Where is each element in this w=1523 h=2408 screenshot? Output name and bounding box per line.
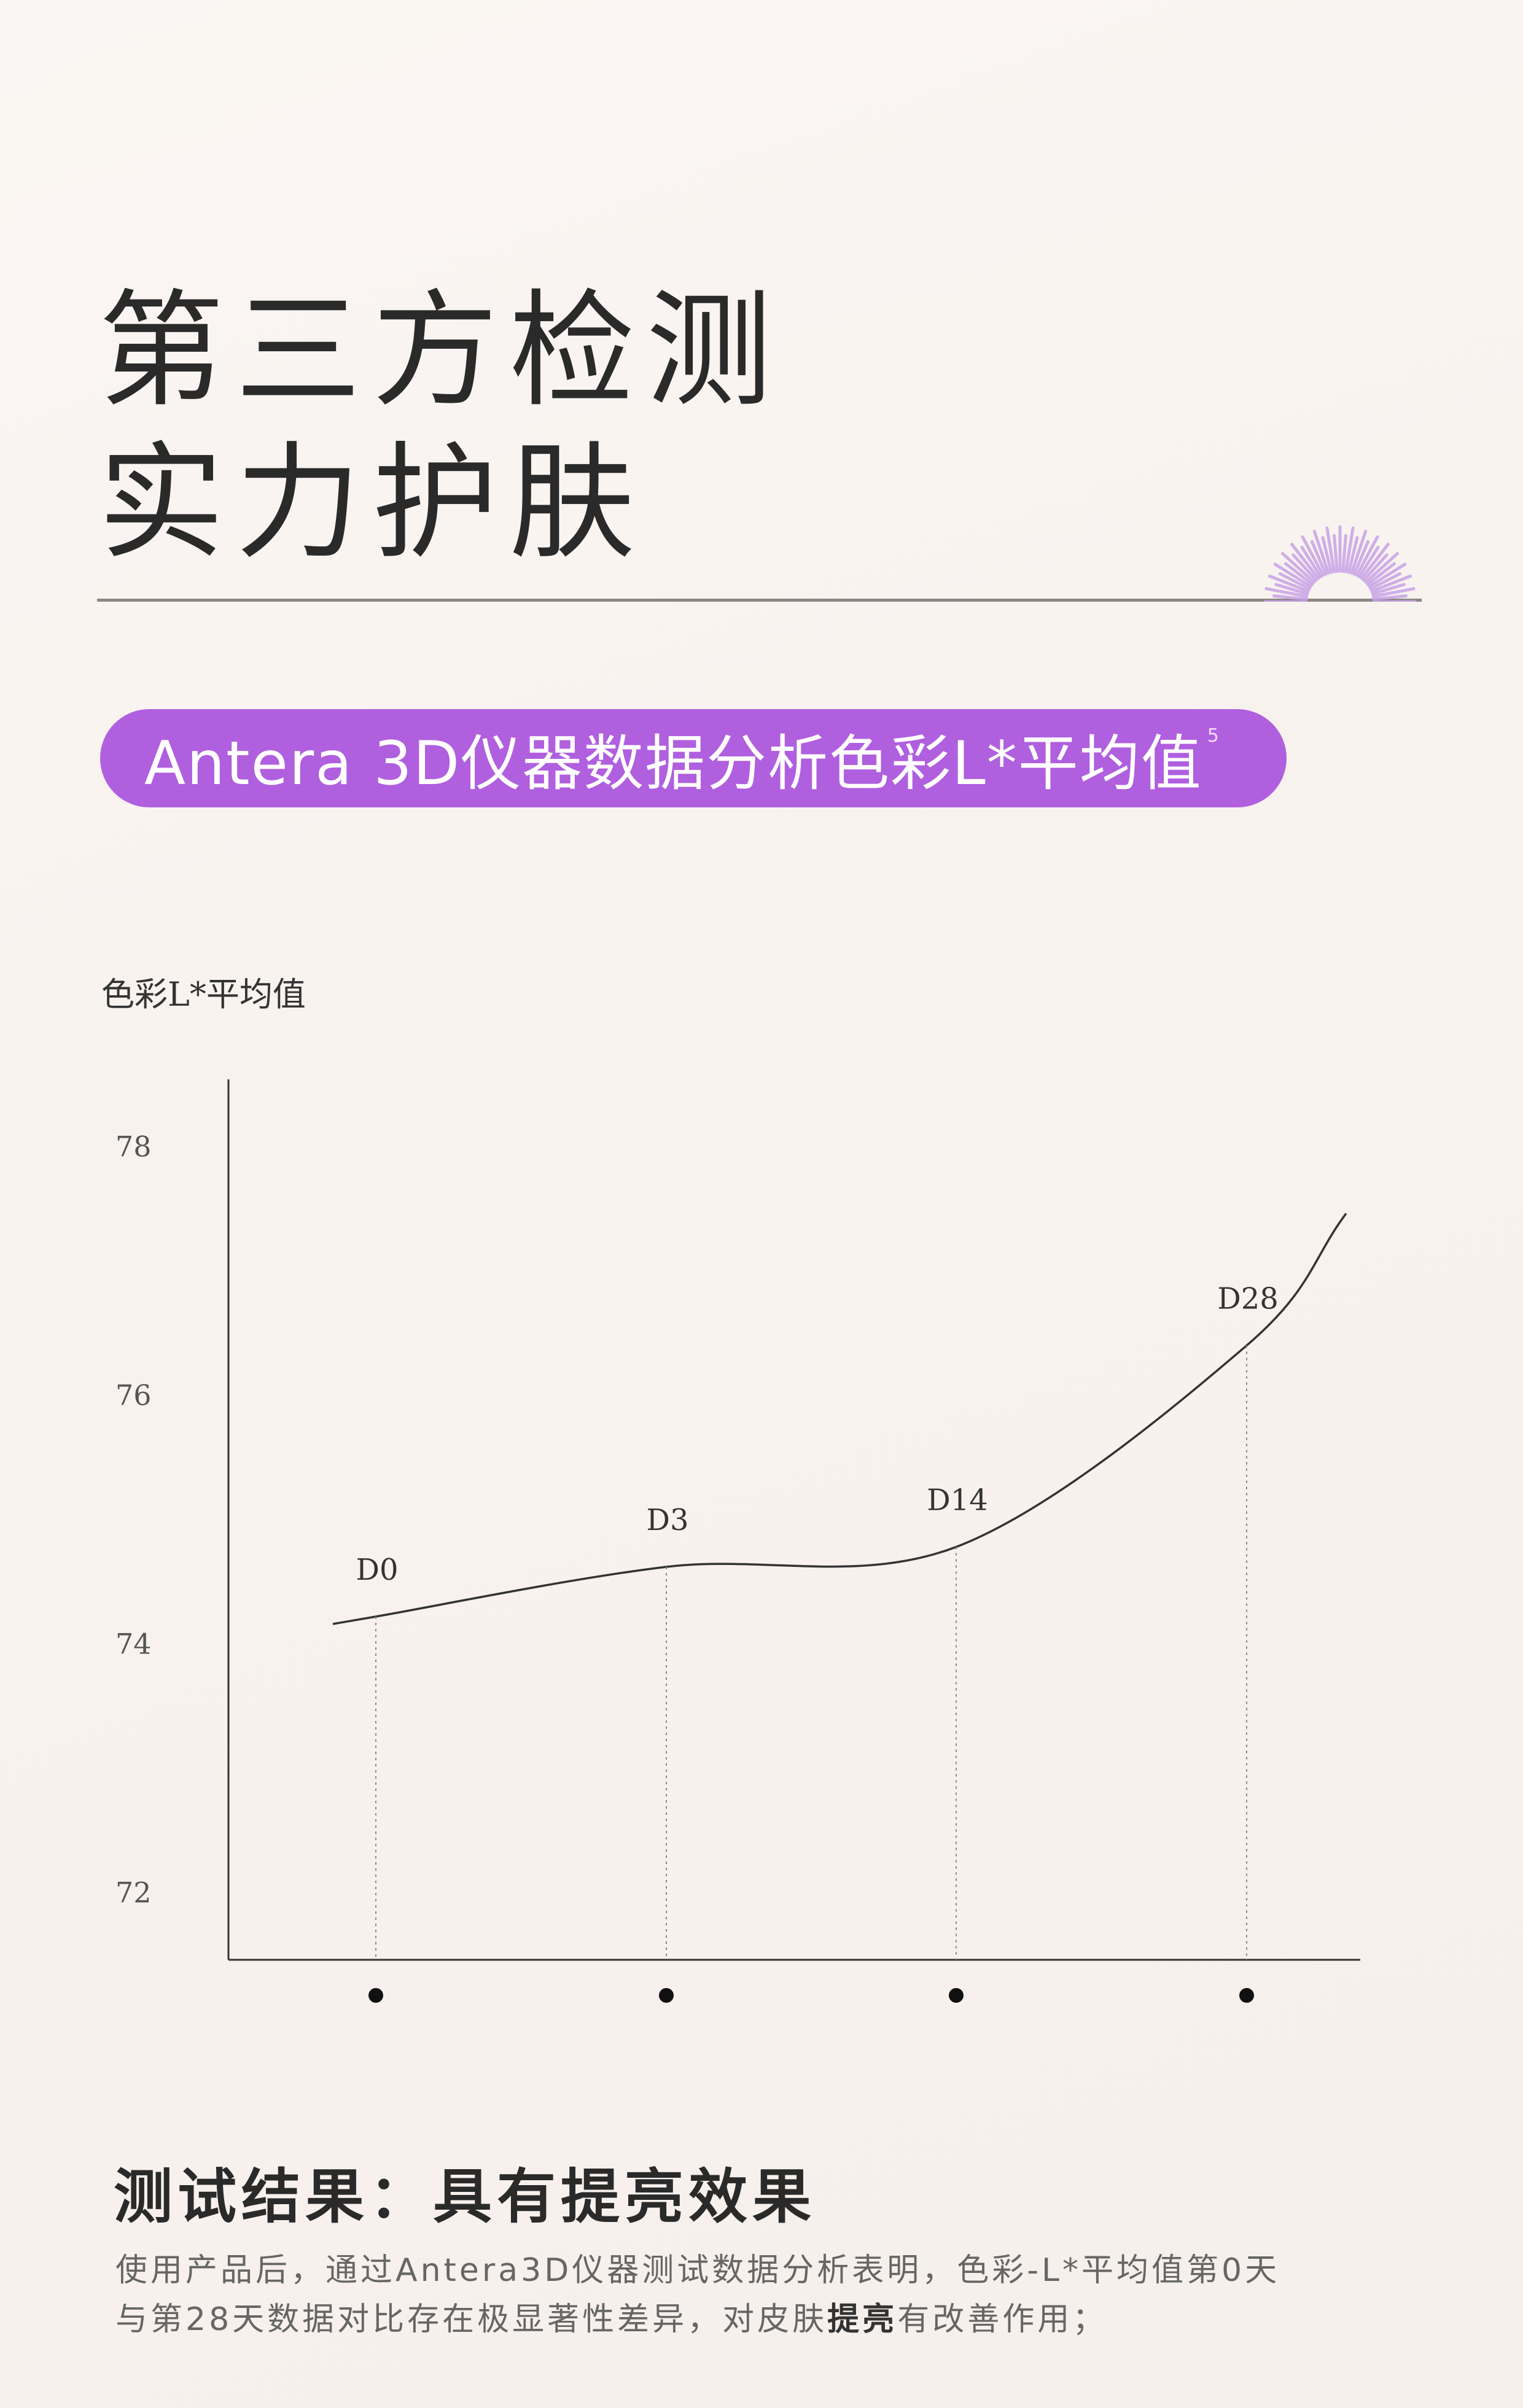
fan-ray bbox=[1372, 594, 1408, 601]
fan-ray bbox=[1278, 572, 1311, 591]
result-text-line2-a: 与第28天数据对比存在极显著性差异，对皮肤 bbox=[115, 2301, 828, 2338]
fan-ray bbox=[1364, 552, 1399, 584]
point-label-D3: D3 bbox=[646, 1503, 688, 1537]
y-tick-label: 76 bbox=[115, 1378, 152, 1412]
result-text-bold: 提亮 bbox=[827, 2301, 898, 2338]
fan-ray bbox=[1369, 572, 1402, 591]
y-tick-label: 74 bbox=[115, 1628, 152, 1661]
fan-ray bbox=[1290, 543, 1320, 580]
pill-footnote: 5 bbox=[1207, 725, 1219, 747]
fan-ray bbox=[1368, 562, 1407, 588]
y-axis-label: 色彩L*平均值 bbox=[101, 975, 306, 1014]
fan-ray bbox=[1344, 526, 1355, 573]
fan-ray bbox=[1310, 540, 1328, 576]
fan-ray bbox=[1371, 587, 1416, 598]
fan-ray bbox=[1274, 583, 1309, 596]
fan-ray bbox=[1325, 526, 1336, 573]
fan-ray bbox=[1300, 546, 1322, 578]
x-marker-dot-D3 bbox=[659, 1988, 674, 2003]
point-label-D14: D14 bbox=[927, 1483, 988, 1518]
series-line bbox=[332, 1213, 1347, 1625]
page-title-line2: 实力护肤 bbox=[98, 430, 646, 577]
result-text-line2: 与第28天数据对比存在极显著性差异，对皮肤提亮有改善作用； bbox=[115, 2293, 1107, 2339]
fan-ray bbox=[1273, 562, 1312, 588]
y-tick-label: 78 bbox=[115, 1130, 152, 1163]
fan-ray bbox=[1370, 574, 1412, 593]
x-marker-dot-D28 bbox=[1239, 1988, 1254, 2003]
fan-ray bbox=[1362, 553, 1389, 582]
result-text-line1: 使用产品后，通过Antera3D仪器测试数据分析表明，色彩-L*平均值第0天 bbox=[115, 2252, 1280, 2289]
fan-ray bbox=[1284, 562, 1314, 586]
section-pill: Antera 3D仪器数据分析色彩L*平均值 5 bbox=[100, 709, 1287, 807]
fan-ray bbox=[1341, 534, 1347, 573]
purple-fan-icon bbox=[1263, 525, 1417, 602]
fan-ray bbox=[1366, 562, 1396, 586]
x-marker-dot-D14 bbox=[949, 1988, 964, 2003]
point-label-D0: D0 bbox=[356, 1553, 398, 1587]
fan-ray bbox=[1358, 546, 1380, 578]
pill-label: Antera 3D仪器数据分析色彩L*平均值 bbox=[144, 729, 1202, 799]
fan-ray bbox=[1281, 552, 1316, 584]
fan-ray bbox=[1350, 529, 1368, 575]
point-label-D28: D28 bbox=[1217, 1281, 1279, 1316]
result-title: 测试结果：具有提亮效果 bbox=[114, 2162, 816, 2231]
fan-ray bbox=[1347, 536, 1359, 574]
fan-ray bbox=[1268, 574, 1310, 593]
fan-ray bbox=[1264, 587, 1309, 598]
fan-ray bbox=[1272, 594, 1308, 601]
x-marker-dot-D0 bbox=[368, 1988, 383, 2003]
fan-ray bbox=[1352, 540, 1370, 576]
fan-ray bbox=[1312, 529, 1330, 575]
fan-ray bbox=[1301, 535, 1325, 577]
y-tick-label: 72 bbox=[115, 1876, 152, 1909]
page-title-line1: 第三方检测 bbox=[98, 278, 783, 424]
fan-ray bbox=[1360, 543, 1390, 580]
fan-ray bbox=[1291, 553, 1318, 582]
fan-ray bbox=[1333, 534, 1339, 573]
fan-ray bbox=[1371, 583, 1406, 596]
result-text-line2-b: 有改善作用； bbox=[897, 2301, 1108, 2338]
title-divider bbox=[97, 599, 1422, 602]
fan-ray bbox=[1355, 535, 1379, 577]
fan-ray bbox=[1321, 536, 1333, 574]
